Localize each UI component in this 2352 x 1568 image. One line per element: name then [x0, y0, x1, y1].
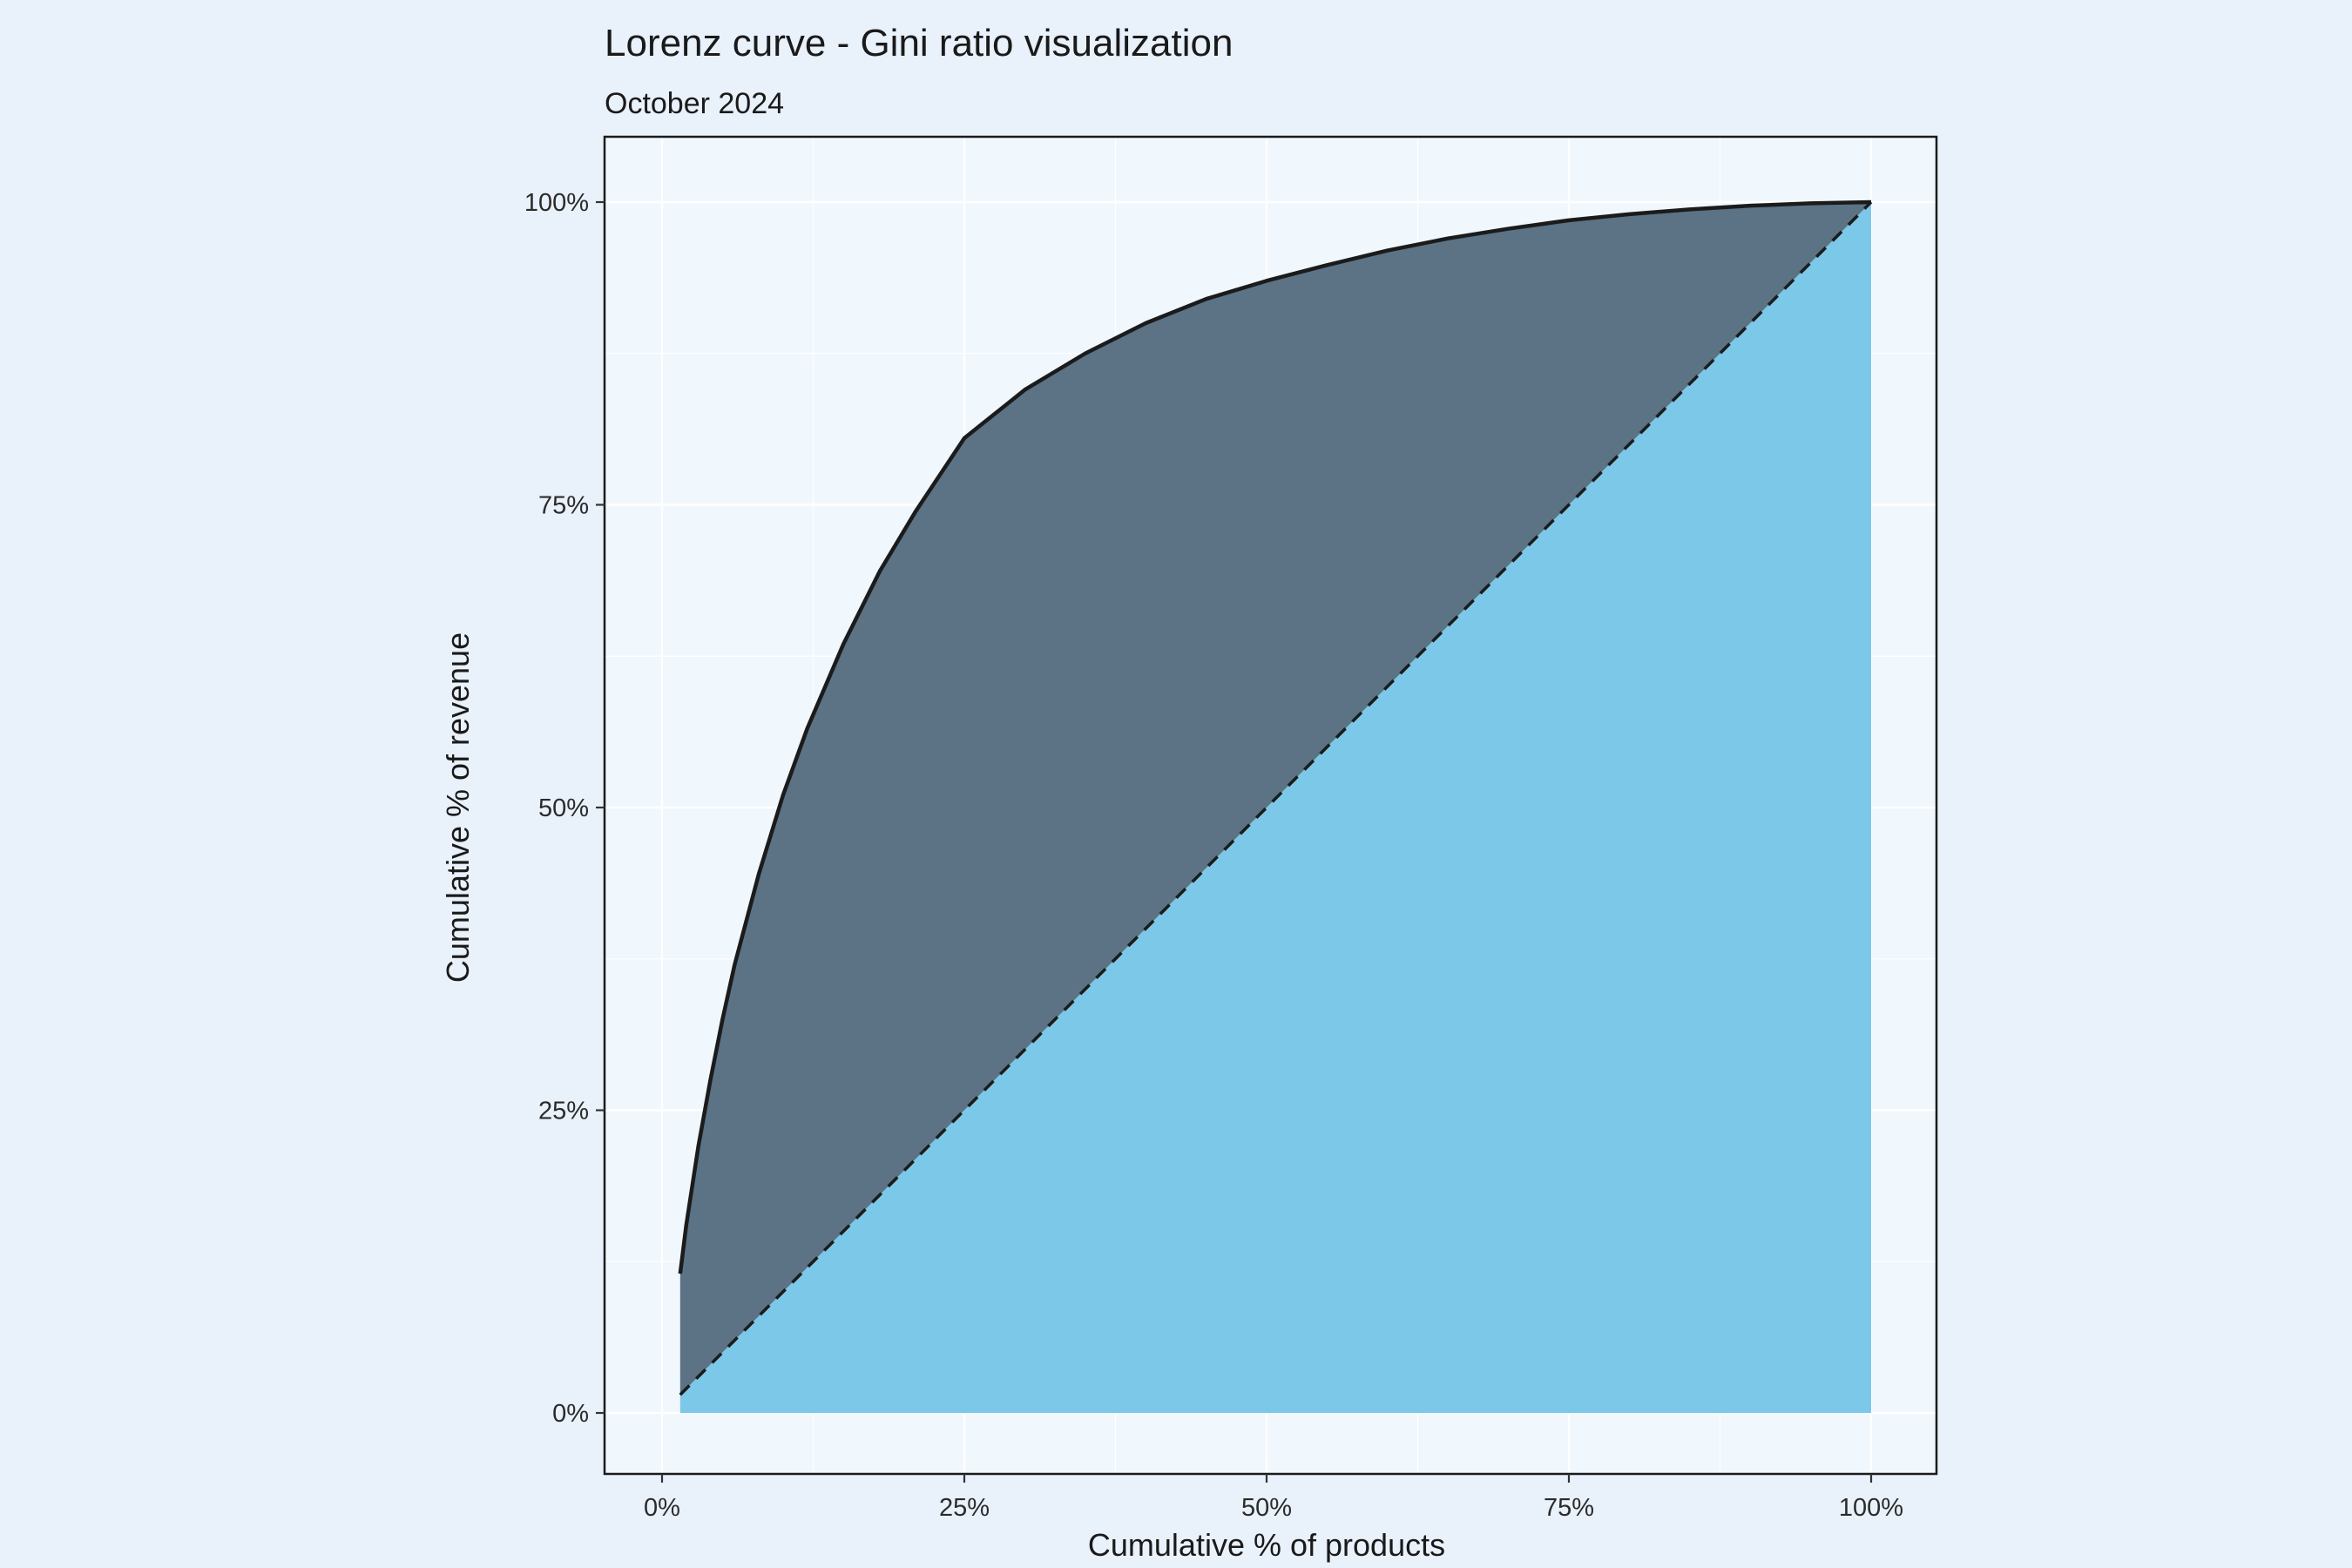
y-tick-label: 25% [538, 1098, 589, 1125]
x-tick-label: 75% [1544, 1494, 1594, 1522]
y-axis-tick-marks [596, 200, 605, 1415]
chart-subtitle: October 2024 [605, 87, 784, 120]
x-axis-tick-marks [660, 1474, 1873, 1483]
y-axis-label: Cumulative % of revenue [440, 632, 476, 983]
x-tick-label: 25% [939, 1494, 990, 1522]
chart-title: Lorenz curve - Gini ratio visualization [605, 22, 1233, 64]
x-tick-label: 0% [644, 1494, 680, 1522]
lorenz-curve-line [678, 199, 1872, 1274]
x-tick-label: 100% [1839, 1494, 1903, 1522]
y-tick-label: 50% [538, 794, 589, 822]
x-axis-tick-labels: 0% 25% 50% 75% 100% [644, 1494, 1903, 1522]
panel-border [603, 135, 1938, 1476]
equality-diagonal-line [679, 200, 1873, 1396]
y-tick-label: 75% [538, 492, 589, 520]
x-tick-label: 50% [1241, 1494, 1292, 1522]
y-axis-tick-labels: 0% 25% 50% 75% 100% [524, 189, 589, 1428]
y-tick-label: 0% [552, 1400, 589, 1428]
x-axis-label: Cumulative % of products [1088, 1527, 1445, 1563]
y-tick-label: 100% [524, 189, 589, 217]
equality-area-fill [679, 202, 1871, 1413]
